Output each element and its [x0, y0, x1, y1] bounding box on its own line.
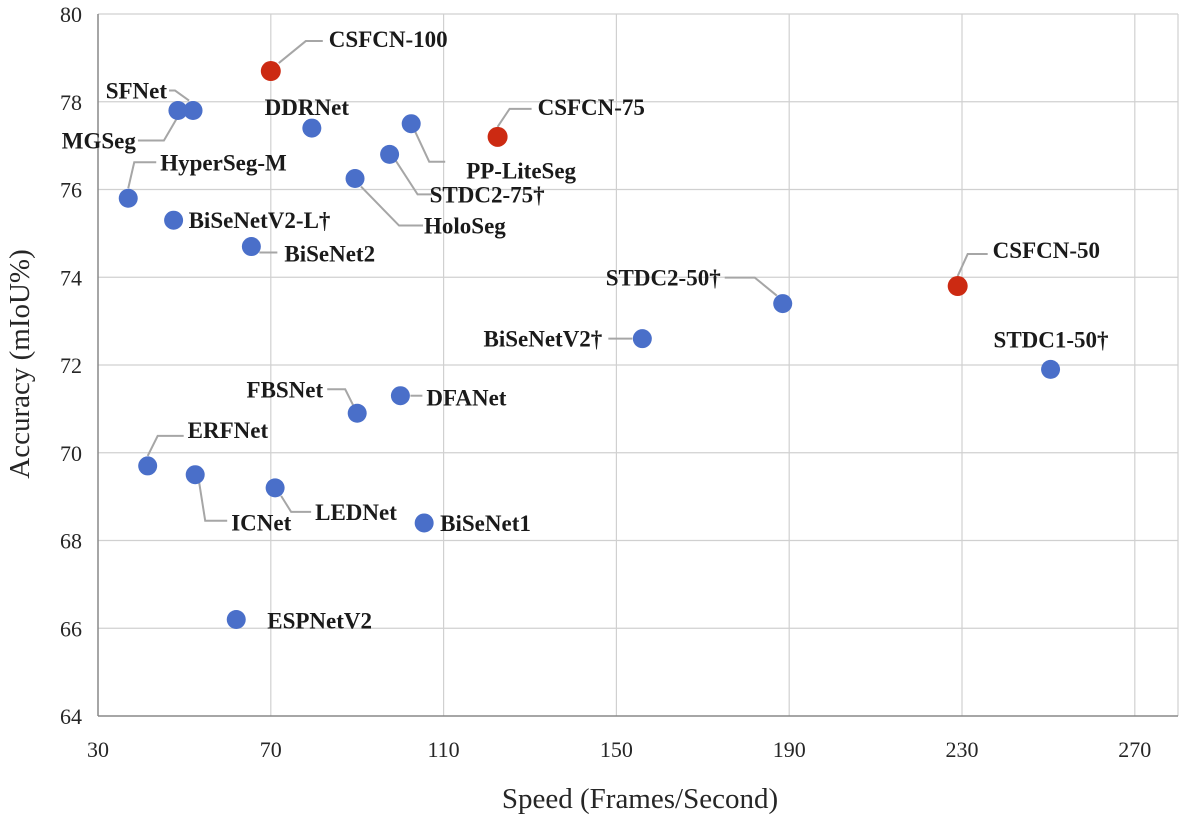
y-tick-label: 80	[60, 2, 82, 27]
x-tick-label: 190	[773, 737, 806, 762]
point-label: ICNet	[231, 511, 291, 536]
label-leader-line	[146, 434, 184, 457]
label-leader-line	[414, 131, 446, 163]
axes: 64 66 68 70 72 74 76 78 80 30 70 110 150 190 230 270	[60, 2, 1178, 762]
y-tick-label: 78	[60, 90, 82, 115]
data-point	[302, 118, 322, 138]
point-label: HoloSeg	[424, 214, 506, 239]
data-point	[947, 276, 968, 297]
label-leader-line	[496, 107, 532, 128]
point-label: STDC1-50†	[994, 327, 1109, 352]
data-point	[345, 169, 365, 189]
point-label: BiSeNetV2†	[483, 327, 602, 352]
x-tick-label: 30	[87, 737, 109, 762]
y-axis-title: Accuracy (mIoU%)	[4, 249, 36, 478]
y-tick-label: 76	[60, 178, 82, 203]
label-leader-line	[137, 116, 179, 142]
label-leader-line	[394, 159, 432, 196]
data-point	[118, 188, 138, 208]
data-point	[185, 465, 205, 485]
x-tick-label: 230	[946, 737, 979, 762]
data-point	[414, 513, 434, 533]
gridlines	[98, 13, 1179, 716]
data-point	[183, 101, 203, 121]
y-tick-label: 64	[60, 704, 82, 729]
point-label: DDRNet	[265, 95, 350, 120]
point-label: BiSeNet1	[440, 511, 531, 536]
x-tick-label: 150	[600, 737, 633, 762]
point-label: BiSeNet2	[284, 242, 375, 267]
point-label: MGSeg	[62, 129, 137, 154]
label-leader-line	[327, 388, 355, 406]
x-tick-label: 270	[1118, 737, 1151, 762]
data-point	[347, 403, 367, 423]
data-point	[1041, 359, 1061, 379]
data-point	[260, 61, 281, 82]
y-tick-label: 72	[60, 353, 82, 378]
data-point	[390, 386, 410, 406]
data-point	[265, 478, 285, 498]
point-label: CSFCN-100	[329, 27, 448, 52]
data-point	[632, 329, 652, 349]
data-point	[487, 126, 508, 147]
point-label: ESPNetV2	[267, 608, 372, 633]
point-label: HyperSeg-M	[160, 150, 287, 175]
y-tick-label: 68	[60, 529, 82, 554]
data-point	[401, 114, 421, 134]
point-label: BiSeNetV2-L†	[189, 208, 331, 233]
label-leader-line	[360, 185, 424, 227]
point-label: SFNet	[106, 79, 168, 104]
label-leader-line	[278, 40, 323, 64]
data-point	[138, 456, 158, 476]
point-label: STDC2-75†	[430, 182, 545, 207]
point-label: FBSNet	[247, 377, 324, 402]
label-leader-line	[724, 276, 778, 297]
y-tick-label: 74	[60, 265, 82, 290]
point-label: CSFCN-75	[538, 95, 645, 120]
point-label: LEDNet	[315, 500, 397, 525]
point-label: STDC2-50†	[606, 266, 721, 291]
x-axis-title: Speed (Frames/Second)	[502, 783, 778, 815]
point-labels: CSFCN-100 CSFCN-75 CSFCN-50 SFNet MGSeg DDRNe…	[62, 27, 1109, 633]
data-point	[164, 210, 184, 230]
label-leader-line	[169, 89, 190, 102]
y-tick-label: 66	[60, 616, 82, 641]
label-leader-line	[956, 253, 988, 277]
data-point	[226, 609, 246, 629]
data-point	[773, 294, 793, 314]
label-leader-line	[198, 482, 228, 522]
data-points	[118, 61, 1061, 629]
label-leader-line	[280, 495, 312, 513]
point-label: PP-LiteSeg	[466, 159, 576, 184]
y-tick-label: 70	[60, 441, 82, 466]
point-label: CSFCN-50	[993, 238, 1100, 263]
label-leader-line	[127, 161, 157, 189]
data-point	[380, 144, 400, 164]
point-label: DFANet	[426, 386, 506, 411]
x-tick-label: 110	[428, 737, 460, 762]
x-tick-label: 70	[260, 737, 282, 762]
data-point	[168, 101, 188, 121]
data-point	[241, 237, 261, 257]
point-label: ERFNet	[188, 418, 269, 443]
label-leaders	[127, 40, 988, 522]
